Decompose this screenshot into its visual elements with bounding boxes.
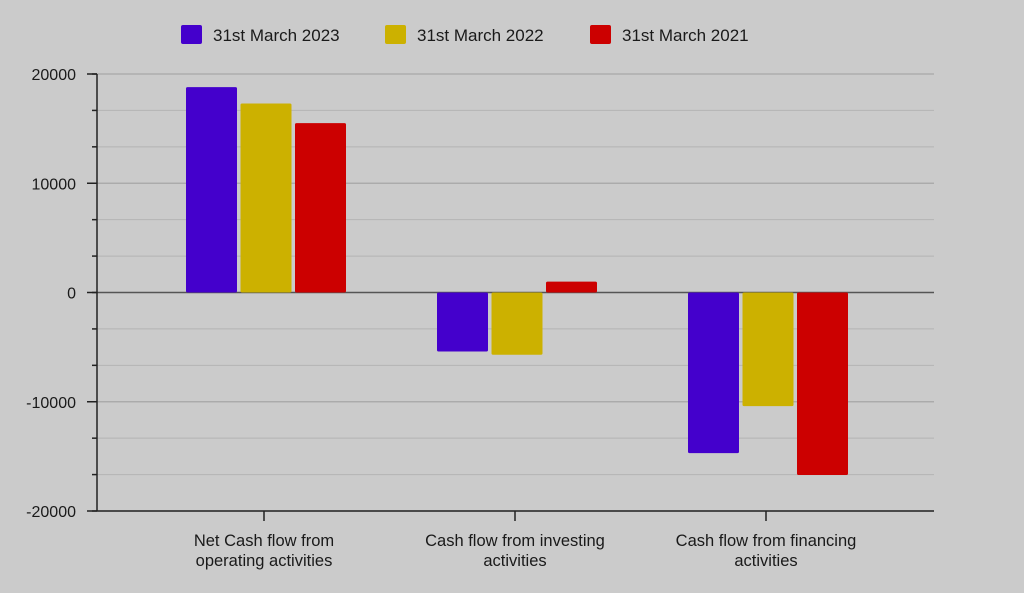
y-tick-label: 10000 xyxy=(32,176,77,193)
x-tick-label: Cash flow from investing xyxy=(425,532,605,550)
x-tick-label: operating activities xyxy=(196,552,333,570)
legend-swatch xyxy=(590,25,611,44)
y-tick-label: 20000 xyxy=(32,67,77,84)
legend-swatch xyxy=(181,25,202,44)
x-tick-label: activities xyxy=(734,552,797,570)
legend-label: 31st March 2021 xyxy=(622,26,749,45)
bar xyxy=(797,292,848,475)
y-tick-label: 0 xyxy=(67,286,76,303)
bar xyxy=(688,292,739,454)
bar xyxy=(546,281,597,293)
bar xyxy=(295,123,346,293)
x-tick-label: Net Cash flow from xyxy=(194,532,334,550)
x-tick-label: Cash flow from financing xyxy=(676,532,857,550)
bar xyxy=(186,87,237,293)
x-tick-label: activities xyxy=(483,552,546,570)
bar xyxy=(491,292,543,355)
y-tick-label: -20000 xyxy=(26,504,76,521)
legend-label: 31st March 2023 xyxy=(213,26,340,45)
bar xyxy=(437,292,488,352)
bar xyxy=(240,103,292,293)
legend-swatch xyxy=(385,25,406,44)
y-tick-label: -10000 xyxy=(26,395,76,412)
legend-label: 31st March 2022 xyxy=(417,26,544,45)
bar xyxy=(742,292,794,407)
